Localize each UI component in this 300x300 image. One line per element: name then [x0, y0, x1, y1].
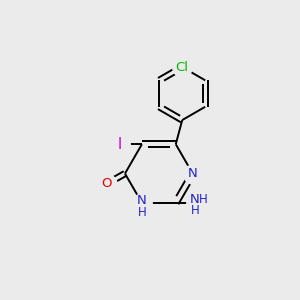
Text: Cl: Cl — [176, 61, 189, 74]
Text: H: H — [199, 194, 207, 206]
Text: H: H — [190, 204, 199, 217]
Text: N: N — [190, 194, 200, 206]
Text: N: N — [137, 194, 147, 207]
Text: H: H — [137, 206, 146, 219]
Text: O: O — [101, 177, 112, 190]
Text: I: I — [118, 137, 122, 152]
Text: N: N — [188, 167, 198, 180]
